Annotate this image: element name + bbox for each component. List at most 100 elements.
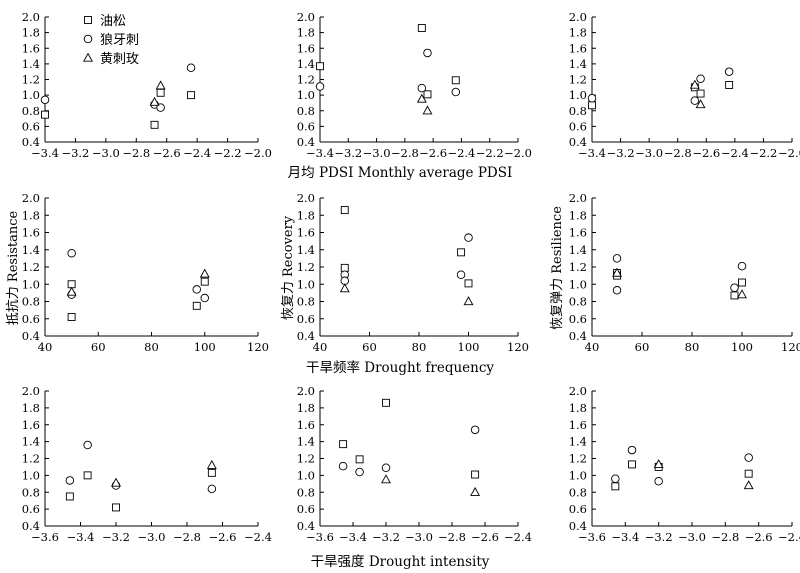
- y-tick-label: 1.8: [569, 208, 587, 222]
- x-tick-label: 60: [362, 340, 377, 354]
- data-point-square: [628, 460, 636, 469]
- x-tick-label: −2.4: [504, 530, 532, 544]
- data-point-circle: [83, 440, 92, 450]
- y-tick-label: 1.4: [569, 243, 587, 257]
- data-point-triangle: [470, 486, 481, 496]
- data-point-square: [696, 89, 705, 98]
- y-axis-title: 恢复力 Recovery: [281, 215, 296, 320]
- data-point-circle: [200, 293, 209, 303]
- data-point-circle: [423, 48, 432, 58]
- data-point-circle: [470, 425, 480, 435]
- legend-marker-square: [84, 16, 92, 24]
- y-tick-label: 1.6: [22, 226, 40, 240]
- data-point-square: [738, 278, 746, 287]
- y-tick-label: 1.8: [297, 26, 315, 40]
- y-tick-label: 1.0: [569, 468, 587, 482]
- y-tick-label: 1.2: [569, 452, 587, 466]
- x-tick-label: −3.0: [138, 530, 166, 544]
- x-tick-label: −2.8: [173, 530, 201, 544]
- data-point-circle: [612, 286, 622, 295]
- x-tick-label: −3.2: [607, 146, 635, 160]
- y-tick-label: 1.2: [569, 260, 587, 274]
- y-tick-label: 1.4: [297, 57, 315, 71]
- x-tick-label: 120: [781, 340, 800, 354]
- y-tick-label: 1.4: [22, 435, 40, 449]
- data-point-square: [156, 88, 165, 97]
- data-point-circle: [40, 95, 50, 105]
- data-point-triangle: [653, 459, 664, 469]
- panel-5: 0.4 0.6 0.8 1.0 1.2 1.4 1.6 1.8 2.0 40 60 80 100 120: [297, 191, 529, 354]
- x-tick-label: −3.6: [578, 530, 606, 544]
- y-tick-label: 0.6: [22, 312, 40, 326]
- data-point-square: [83, 471, 92, 480]
- x-tick-label: −3.0: [363, 146, 391, 160]
- data-point-square: [588, 101, 596, 110]
- data-point-circle: [65, 476, 75, 485]
- x-tick-label: 40: [585, 340, 600, 354]
- x-tick-label: 80: [685, 340, 700, 354]
- data-point-square: [200, 277, 209, 286]
- data-point-circle: [186, 63, 196, 73]
- data-point-square: [112, 503, 120, 512]
- y-tick-label: 2.0: [297, 384, 315, 398]
- y-tick-label: 1.0: [22, 88, 40, 102]
- y-tick-label: 0.4: [297, 329, 315, 343]
- x-tick-label: 80: [412, 340, 427, 354]
- x-axis-title: 月均 PDSI Monthly average PDSI: [288, 165, 513, 181]
- y-tick-label: 0.6: [569, 312, 587, 326]
- panel-7: 0.40.60.81.01.21.41.61.82.0−3.6 −3.4 −3.2−…: [22, 384, 272, 544]
- x-tick-label: −2.8: [391, 146, 419, 160]
- y-tick-label: 0.6: [297, 502, 315, 516]
- y-tick-label: 1.0: [22, 468, 40, 482]
- x-tick-label: −3.0: [92, 146, 120, 160]
- x-tick-label: −2.4: [721, 146, 749, 160]
- data-point-triangle: [111, 477, 121, 487]
- data-point-square: [464, 279, 473, 288]
- y-tick-label: 1.8: [297, 208, 315, 222]
- y-tick-label: 2.0: [297, 10, 315, 24]
- x-tick-label: −2.8: [122, 146, 150, 160]
- data-point-circle: [451, 87, 461, 97]
- y-tick-label: 1.2: [297, 452, 315, 466]
- data-point-circle: [464, 233, 473, 242]
- data-point-triangle: [689, 79, 700, 89]
- data-point-square: [339, 440, 348, 449]
- data-point-circle: [690, 96, 700, 105]
- data-point-circle: [207, 484, 217, 494]
- data-point-circle: [696, 74, 705, 83]
- x-tick-label: −2.4: [183, 146, 211, 160]
- y-tick-label: 1.6: [569, 226, 587, 240]
- x-tick-label: −2.2: [214, 146, 242, 160]
- panel-1: 0.40.60.81.01.21.41.61.82.0−3.4 −3.2 −3.0−…: [22, 10, 272, 160]
- legend-label: 黄刺玫: [100, 52, 139, 67]
- y-tick-label: 0.6: [569, 119, 587, 133]
- y-tick-label: 1.6: [569, 41, 587, 55]
- x-tick-label: −3.2: [372, 530, 400, 544]
- x-tick-label: −2.0: [504, 146, 532, 160]
- x-tick-label: 100: [194, 340, 216, 354]
- y-tick-label: 1.0: [297, 88, 315, 102]
- x-tick-label: −2.6: [745, 530, 773, 544]
- panel-4: 0.4 0.6 0.8 1.0 1.2 1.4 1.6 1.8 2.0 40 60 80 100 120: [22, 191, 269, 354]
- y-tick-label: 1.6: [297, 41, 315, 55]
- y-tick-label: 2.0: [569, 191, 587, 205]
- x-tick-label: −3.4: [578, 146, 606, 160]
- y-tick-label: 0.4: [569, 519, 587, 533]
- x-tick-label: 100: [731, 340, 753, 354]
- y-tick-label: 2.0: [22, 191, 40, 205]
- panel-2: 0.40.60.81.01.21.41.61.82.0−3.4 −3.2 −3.0−…: [297, 10, 532, 160]
- data-point-circle: [456, 270, 466, 280]
- x-tick-label: −2.0: [244, 146, 272, 160]
- data-point-square: [355, 455, 364, 464]
- data-point-square: [150, 120, 159, 129]
- x-tick-label: −3.4: [611, 530, 639, 544]
- y-tick-label: 0.8: [22, 104, 40, 118]
- data-point-square: [65, 492, 74, 501]
- y-tick-label: 1.6: [297, 226, 315, 240]
- data-point-circle: [724, 67, 734, 76]
- x-tick-label: −2.8: [711, 530, 739, 544]
- y-tick-label: 1.6: [297, 418, 315, 432]
- y-tick-label: 2.0: [22, 384, 40, 398]
- y-tick-label: 0.6: [297, 119, 315, 133]
